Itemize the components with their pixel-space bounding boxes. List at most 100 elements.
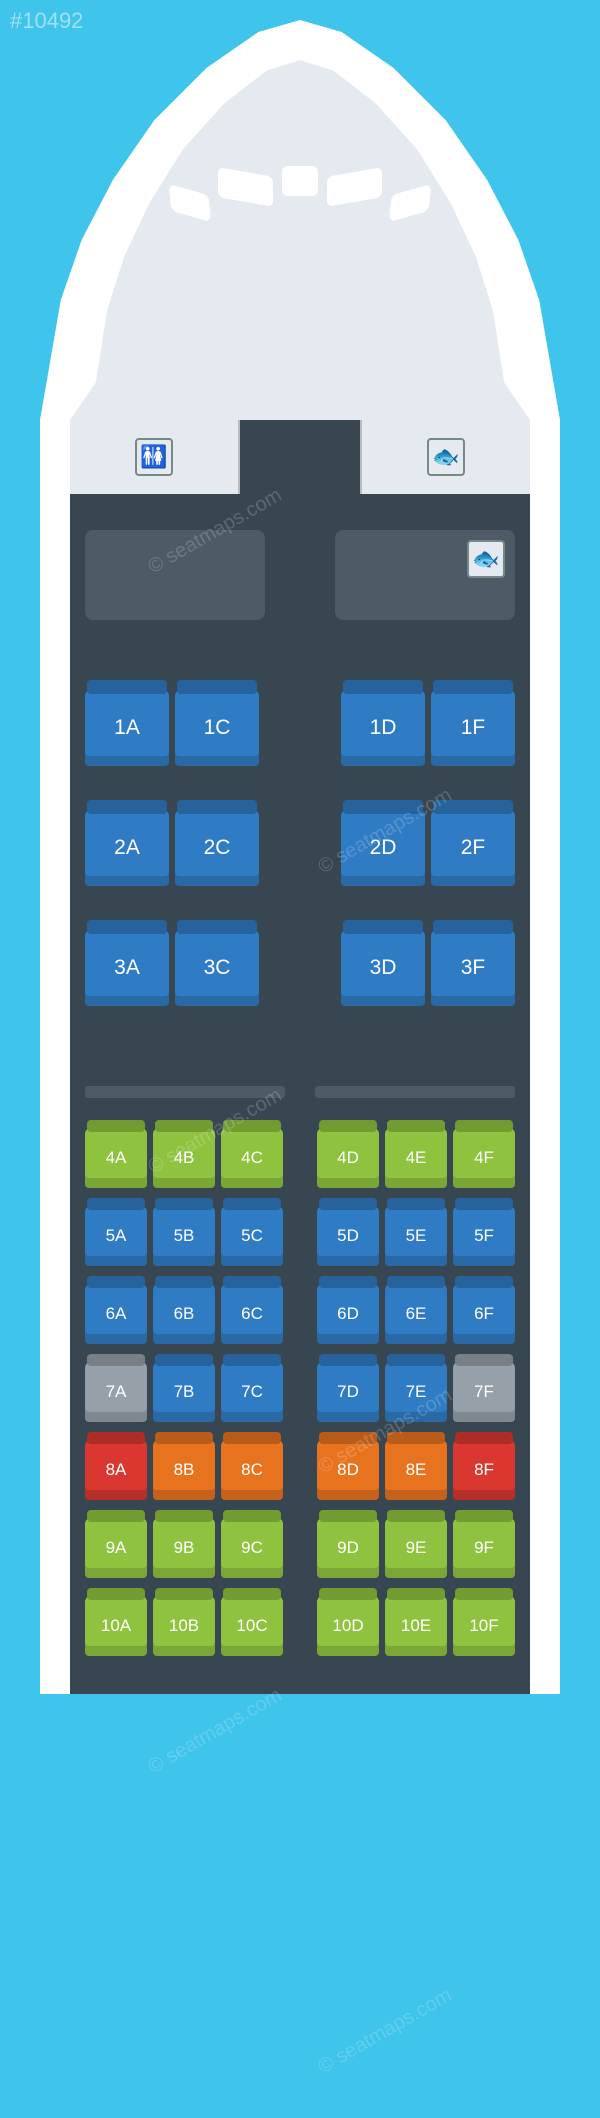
galley-icon: 🐟 — [467, 540, 505, 578]
seat-6A[interactable]: 6A — [85, 1284, 147, 1344]
seat-8D[interactable]: 8D — [317, 1440, 379, 1500]
seat-1A[interactable]: 1A — [85, 690, 169, 766]
seat-group-right: 9D9E 9F — [317, 1518, 515, 1578]
seat-5D[interactable]: 5D — [317, 1206, 379, 1266]
seat-6F[interactable]: 6F — [453, 1284, 515, 1344]
seat-4E[interactable]: 4E — [385, 1128, 447, 1188]
seat-9F[interactable]: 9F — [453, 1518, 515, 1578]
seat-10C[interactable]: 10C — [221, 1596, 283, 1656]
seat-group-left: 8A 8B 8C — [85, 1440, 283, 1500]
seat-9B[interactable]: 9B — [153, 1518, 215, 1578]
seat-group-right: 2D2F — [341, 810, 515, 886]
seat-7F[interactable]: 7F — [453, 1362, 515, 1422]
bulkhead-row: 🐟 — [70, 520, 530, 640]
seat-5C[interactable]: 5C — [221, 1206, 283, 1266]
seat-9E[interactable]: 9E — [385, 1518, 447, 1578]
lavatory: 🚻 — [70, 420, 240, 494]
seat-10A[interactable]: 10A — [85, 1596, 147, 1656]
seat-5A[interactable]: 5A — [85, 1206, 147, 1266]
seat-label: 5D — [337, 1226, 359, 1246]
seat-8B[interactable]: 8B — [153, 1440, 215, 1500]
seat-1D[interactable]: 1D — [341, 690, 425, 766]
seat-2F[interactable]: 2F — [431, 810, 515, 886]
seat-5B[interactable]: 5B — [153, 1206, 215, 1266]
seat-10D[interactable]: 10D — [317, 1596, 379, 1656]
seat-7C[interactable]: 7C — [221, 1362, 283, 1422]
seat-8E[interactable]: 8E — [385, 1440, 447, 1500]
seat-9A[interactable]: 9A — [85, 1518, 147, 1578]
seat-8F[interactable]: 8F — [453, 1440, 515, 1500]
seat-label: 10A — [101, 1616, 131, 1636]
seat-label: 4B — [174, 1148, 195, 1168]
seat-row: 2A 2C 2D2F — [85, 810, 515, 886]
seat-label: 5C — [241, 1226, 263, 1246]
seat-label: 6B — [174, 1304, 195, 1324]
seat-1F[interactable]: 1F — [431, 690, 515, 766]
seat-9C[interactable]: 9C — [221, 1518, 283, 1578]
seat-5E[interactable]: 5E — [385, 1206, 447, 1266]
seat-group-right: 1D 1F — [341, 690, 515, 766]
galley: 🐟 — [360, 420, 530, 494]
seat-label: 10C — [236, 1616, 267, 1636]
seat-10F[interactable]: 10F — [453, 1596, 515, 1656]
seat-4B[interactable]: 4B — [153, 1128, 215, 1188]
bulkhead-left — [85, 530, 265, 620]
seat-label: 6F — [474, 1304, 494, 1324]
seat-7A[interactable]: 7A — [85, 1362, 147, 1422]
seat-4D[interactable]: 4D — [317, 1128, 379, 1188]
bulkhead-right: 🐟 — [335, 530, 515, 620]
seat-row: 3A 3C 3D 3F — [85, 930, 515, 1006]
seat-label: 3C — [204, 956, 231, 980]
fuselage: 🚻 🐟 🐟 1A1C 1D 1F 2A 2C 2D2F 3A 3C 3D 3F — [40, 420, 560, 1694]
seat-8A[interactable]: 8A — [85, 1440, 147, 1500]
seat-9D[interactable]: 9D — [317, 1518, 379, 1578]
seat-5F[interactable]: 5F — [453, 1206, 515, 1266]
seat-label: 2C — [204, 836, 231, 860]
seat-10E[interactable]: 10E — [385, 1596, 447, 1656]
seat-7D[interactable]: 7D — [317, 1362, 379, 1422]
seat-4F[interactable]: 4F — [453, 1128, 515, 1188]
seat-group-left: 7A 7B7C — [85, 1362, 283, 1422]
seat-4C[interactable]: 4C — [221, 1128, 283, 1188]
seat-group-right: 8D 8E8F — [317, 1440, 515, 1500]
seat-7E[interactable]: 7E — [385, 1362, 447, 1422]
seat-label: 9B — [174, 1538, 195, 1558]
seat-3F[interactable]: 3F — [431, 930, 515, 1006]
seat-1C[interactable]: 1C — [175, 690, 259, 766]
seat-7B[interactable]: 7B — [153, 1362, 215, 1422]
seat-label: 10D — [332, 1616, 363, 1636]
seat-3C[interactable]: 3C — [175, 930, 259, 1006]
seat-label: 7A — [106, 1382, 127, 1402]
front-service-row: 🚻 🐟 — [70, 420, 530, 494]
seat-group-right: 5D 5E5F — [317, 1206, 515, 1266]
seat-group-right: 3D 3F — [341, 930, 515, 1006]
watermark-id: #10492 — [10, 8, 83, 34]
seat-8C[interactable]: 8C — [221, 1440, 283, 1500]
seat-6E[interactable]: 6E — [385, 1284, 447, 1344]
class-divider — [70, 1050, 530, 1098]
seat-4A[interactable]: 4A — [85, 1128, 147, 1188]
seat-label: 8B — [174, 1460, 195, 1480]
seat-label: 3F — [461, 956, 486, 980]
seat-label: 3D — [370, 956, 397, 980]
seat-label: 4D — [337, 1148, 359, 1168]
seat-6C[interactable]: 6C — [221, 1284, 283, 1344]
seat-label: 1F — [461, 716, 486, 740]
seat-group-right: 10D 10E 10F — [317, 1596, 515, 1656]
seat-row: 8A 8B 8C 8D 8E8F — [85, 1440, 515, 1500]
seat-6B[interactable]: 6B — [153, 1284, 215, 1344]
seat-2A[interactable]: 2A — [85, 810, 169, 886]
seat-3D[interactable]: 3D — [341, 930, 425, 1006]
seat-2D[interactable]: 2D — [341, 810, 425, 886]
seat-label: 8A — [106, 1460, 127, 1480]
seat-10B[interactable]: 10B — [153, 1596, 215, 1656]
seat-2C[interactable]: 2C — [175, 810, 259, 886]
seat-label: 10E — [401, 1616, 431, 1636]
business-class-section: 1A1C 1D 1F 2A 2C 2D2F 3A 3C 3D 3F — [70, 690, 530, 1006]
galley-icon: 🐟 — [427, 438, 465, 476]
seat-6D[interactable]: 6D — [317, 1284, 379, 1344]
seat-group-left: 2A 2C — [85, 810, 259, 886]
seat-3A[interactable]: 3A — [85, 930, 169, 1006]
seat-label: 8D — [337, 1460, 359, 1480]
seat-label: 9F — [474, 1538, 494, 1558]
